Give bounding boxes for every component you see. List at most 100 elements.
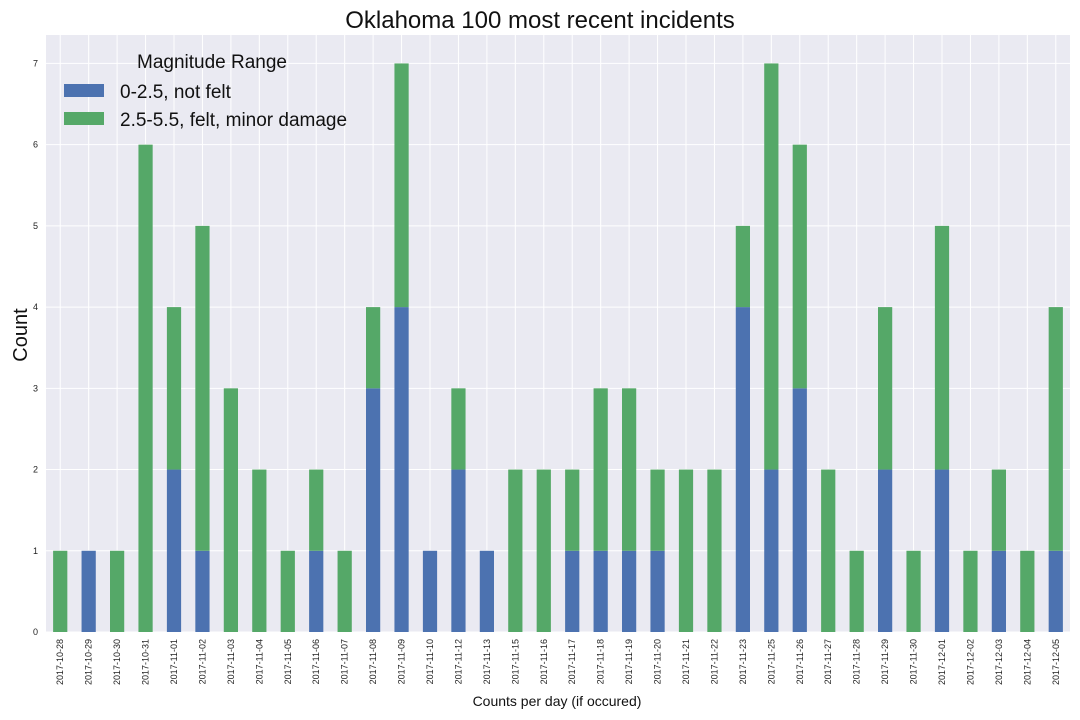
bar-not-felt-2017-11-20 [650, 550, 665, 632]
bar-felt-2017-11-01 [166, 307, 182, 470]
bar-not-felt-2017-11-26 [792, 388, 807, 632]
bar-felt-2017-11-15 [508, 469, 523, 632]
bar-not-felt-2017-11-23 [735, 307, 750, 632]
x-tick-label: 2017-11-20 [653, 639, 663, 684]
plot-background [46, 35, 1070, 632]
x-tick-labels: 2017-10-28 2017-10-29 2017-10-30 2017-10-31… [55, 639, 1061, 685]
x-tick-label: 2017-11-27 [823, 639, 833, 684]
x-tick-label: 2017-11-21 [681, 639, 691, 684]
y-tick-label: 6 [33, 140, 38, 150]
x-tick-label: 2017-11-09 [397, 639, 407, 684]
bar-felt-2017-12-01 [934, 225, 950, 470]
x-tick-label: 2017-10-31 [141, 639, 151, 685]
bar-felt-2017-10-31 [138, 144, 153, 632]
x-tick-label: 2017-11-06 [311, 639, 321, 684]
bar-not-felt-2017-11-12 [451, 469, 466, 632]
x-tick-label: 2017-11-15 [510, 639, 520, 684]
x-tick-label: 2017-11-08 [368, 639, 378, 684]
x-axis-title: Counts per day (if occured) [473, 693, 642, 709]
x-tick-label: 2017-11-13 [482, 639, 492, 684]
bar-felt-2017-11-23 [735, 225, 750, 308]
bar-not-felt-2017-11-13 [479, 550, 494, 632]
x-tick-label: 2017-12-05 [1051, 639, 1061, 685]
bar-felt-2017-11-27 [821, 469, 836, 632]
x-tick-label: 2017-10-29 [84, 639, 94, 685]
bar-not-felt-2017-11-09 [394, 307, 409, 632]
bar-not-felt-2017-12-01 [934, 469, 950, 632]
bar-felt-2017-10-28 [53, 550, 68, 632]
x-tick-label: 2017-11-17 [567, 639, 577, 684]
bar-not-felt-2017-11-17 [565, 550, 580, 632]
x-tick-label: 2017-11-18 [596, 639, 606, 684]
x-tick-label: 2017-11-04 [254, 639, 264, 684]
bar-not-felt-2017-11-18 [593, 550, 608, 632]
x-tick-label: 2017-11-22 [709, 639, 719, 684]
bar-felt-2017-11-19 [622, 388, 637, 551]
bar-felt-2017-11-07 [337, 550, 352, 632]
bar-felt-2017-11-16 [536, 469, 551, 632]
x-tick-label: 2017-11-29 [880, 639, 890, 684]
bar-felt-2017-11-02 [195, 225, 210, 551]
chart-title: Oklahoma 100 most recent incidents [345, 7, 735, 34]
bar-felt-2017-11-04 [252, 469, 267, 632]
y-tick-labels: 0 1 2 3 4 5 6 7 [33, 58, 38, 637]
bar-felt-2017-11-20 [650, 469, 665, 551]
x-tick-label: 2017-10-28 [55, 639, 65, 685]
bar-felt-2017-11-30 [906, 550, 921, 632]
bar-felt-2017-11-22 [707, 469, 722, 632]
bar-not-felt-2017-11-08 [366, 388, 381, 632]
bar-felt-2017-11-12 [451, 388, 466, 470]
bar-not-felt-2017-11-25 [764, 469, 779, 632]
bar-felt-2017-11-03 [223, 388, 238, 632]
bar-not-felt-2017-10-29 [81, 550, 96, 632]
bar-felt-2017-11-28 [849, 550, 864, 632]
bar-felt-2017-11-25 [764, 63, 779, 470]
x-tick-label: 2017-11-03 [226, 639, 236, 684]
bar-not-felt-2017-11-02 [195, 550, 210, 632]
x-tick-label: 2017-11-10 [425, 639, 435, 684]
bar-not-felt-2017-11-29 [878, 469, 893, 632]
bar-felt-2017-11-09 [394, 63, 409, 308]
bar-not-felt-2017-11-06 [309, 550, 324, 632]
x-tick-label: 2017-11-05 [283, 639, 293, 684]
bar-not-felt-2017-12-03 [991, 550, 1006, 632]
legend-title: Magnitude Range [137, 52, 287, 73]
x-tick-label: 2017-11-07 [340, 639, 350, 684]
bar-felt-2017-11-17 [565, 469, 580, 551]
y-tick-label: 5 [33, 221, 38, 231]
bar-not-felt-2017-11-10 [422, 550, 438, 632]
bar-not-felt-2017-11-19 [622, 550, 637, 632]
x-tick-label: 2017-11-16 [539, 639, 549, 684]
x-tick-label: 2017-11-30 [909, 639, 919, 684]
y-tick-label: 4 [33, 302, 38, 312]
bar-felt-2017-12-04 [1020, 550, 1035, 632]
y-tick-label: 3 [33, 383, 38, 393]
x-tick-label: 2017-12-01 [937, 639, 947, 685]
y-axis-title: Count [10, 308, 32, 362]
bar-felt-2017-11-08 [366, 307, 381, 389]
y-tick-label: 1 [33, 546, 38, 556]
bar-felt-2017-11-29 [878, 307, 893, 470]
y-tick-label: 7 [33, 58, 38, 68]
legend-swatch-felt [64, 112, 104, 125]
bar-felt-2017-11-21 [678, 469, 694, 632]
legend: Magnitude Range 0-2.5, not felt 2.5-5.5,… [64, 52, 347, 131]
bars [53, 63, 1063, 632]
y-tick-label: 0 [33, 627, 38, 637]
legend-swatch-not-felt [64, 84, 104, 97]
x-tick-label: 2017-11-19 [624, 639, 634, 684]
bar-not-felt-2017-11-01 [166, 469, 182, 632]
x-tick-label: 2017-12-04 [1022, 639, 1032, 685]
x-tick-label: 2017-11-12 [453, 639, 463, 684]
bar-felt-2017-10-30 [110, 550, 125, 632]
bar-felt-2017-11-06 [309, 469, 324, 551]
x-tick-label: 2017-12-02 [965, 639, 975, 685]
legend-label-not-felt: 0-2.5, not felt [120, 82, 232, 103]
x-tick-label: 2017-11-28 [852, 639, 862, 684]
y-tick-label: 2 [33, 465, 38, 475]
x-tick-label: 2017-11-25 [766, 639, 776, 684]
legend-label-felt: 2.5-5.5, felt, minor damage [120, 110, 347, 131]
x-tick-label: 2017-11-02 [197, 639, 207, 684]
